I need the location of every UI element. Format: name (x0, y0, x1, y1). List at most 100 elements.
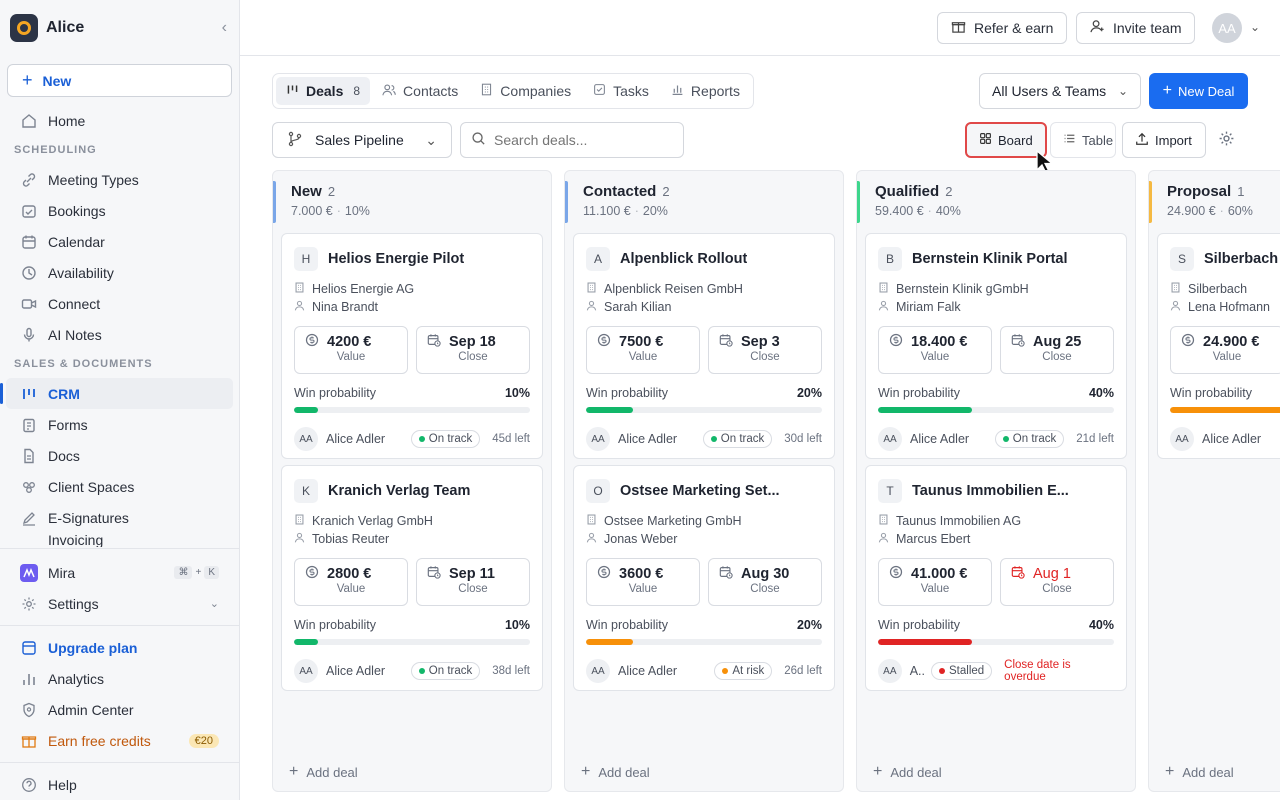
column-title: Qualified (875, 183, 940, 200)
tab-companies[interactable]: Companies (470, 77, 581, 105)
collapse-sidebar-icon[interactable]: ‹ (221, 19, 227, 36)
import-button[interactable]: Import (1122, 122, 1206, 158)
board-view-button[interactable]: Board (965, 122, 1047, 158)
sidebar-item-ai-notes[interactable]: AI Notes (6, 319, 233, 350)
add-deal-button[interactable]: + Add deal (873, 763, 942, 781)
avatar[interactable]: AA (1212, 13, 1242, 43)
deal-value: 18.400 € (911, 333, 968, 350)
chevron-down-icon[interactable]: ⌄ (1250, 20, 1261, 34)
deal-title[interactable]: Bernstein Klinik Portal (912, 251, 1068, 267)
sidebar-item-home[interactable]: Home (6, 105, 233, 136)
workspace-name: Alice (46, 19, 85, 36)
sidebar-item-meeting-types[interactable]: Meeting Types (6, 164, 233, 195)
sidebar-item-help[interactable]: Help (6, 769, 233, 800)
add-deal-button[interactable]: + Add deal (1165, 763, 1234, 781)
new-button[interactable]: + New (7, 64, 232, 97)
owner-avatar: AA (878, 659, 902, 683)
deal-title[interactable]: Helios Energie Pilot (328, 251, 465, 267)
column-amount: 11.100 € (583, 204, 631, 218)
board-settings-gear-icon[interactable] (1218, 130, 1235, 150)
tab-contacts[interactable]: Contacts (372, 77, 468, 105)
deal-value: 2800 € (327, 565, 372, 582)
sidebar-item-upgrade-plan[interactable]: Upgrade plan (6, 632, 233, 663)
credit-badge: €20 (188, 733, 219, 748)
win-probability-bar (1170, 407, 1280, 413)
pipeline-select[interactable]: Sales Pipeline ⌄ (272, 122, 452, 158)
video-icon (20, 295, 38, 313)
tab-label: Companies (500, 83, 572, 99)
tab-reports[interactable]: Reports (661, 77, 750, 105)
column-amount: 7.000 € (291, 204, 333, 218)
sidebar-item-forms[interactable]: Forms (6, 409, 233, 440)
sidebar-item-docs[interactable]: Docs (6, 440, 233, 471)
deal-close-row: Aug 1 (1011, 565, 1103, 582)
divider (0, 625, 239, 626)
sidebar-item-crm[interactable]: CRM (0, 378, 233, 409)
deal-card-footer: AA Alice Adler On track 30d left (586, 427, 822, 451)
deal-title[interactable]: Taunus Immobilien E... (912, 483, 1069, 499)
invite-team-button[interactable]: Invite team (1076, 12, 1196, 44)
tab-deals[interactable]: Deals 8 (276, 77, 371, 105)
table-view-button[interactable]: Table (1050, 122, 1116, 158)
deal-contact: Jonas Weber (586, 530, 822, 548)
column-count: 2 (327, 184, 336, 199)
building-icon (586, 514, 598, 528)
deal-company: Silberbach (1170, 280, 1280, 298)
win-probability-row: Win probability 10% (294, 618, 530, 632)
plus-icon: + (22, 70, 33, 90)
deal-card[interactable]: K Kranich Verlag Team Kranich Verlag Gmb… (281, 465, 543, 691)
deal-stats: 41.000 € Value Aug 1 Close (878, 558, 1114, 606)
board-label: Board (998, 132, 1033, 148)
sidebar-item-admin-center[interactable]: Admin Center (6, 694, 233, 725)
mira-shortcut: ⌘ + K (174, 566, 219, 579)
deal-close-date: Aug 25 (1033, 333, 1082, 350)
deal-title[interactable]: Silberbach (1204, 251, 1279, 267)
add-deal-button[interactable]: + Add deal (581, 763, 650, 781)
plus-icon: + (1162, 82, 1172, 99)
sidebar-item-bookings[interactable]: Bookings (6, 195, 233, 226)
deal-card-header: B Bernstein Klinik Portal (878, 247, 1114, 271)
users-teams-select[interactable]: All Users & Teams ⌄ (979, 73, 1141, 109)
column-count: 2 (662, 184, 670, 199)
bar-chart-icon (20, 670, 38, 688)
deal-card[interactable]: H Helios Energie Pilot Helios Energie AG… (281, 233, 543, 459)
deal-title[interactable]: Alpenblick Rollout (620, 251, 748, 267)
win-probability-row: Win probability 40% (878, 386, 1114, 400)
calendar-clock-icon (427, 565, 441, 582)
deal-card[interactable]: A Alpenblick Rollout Alpenblick Reisen G… (573, 233, 835, 459)
sidebar-item-client-spaces[interactable]: Client Spaces (6, 471, 233, 502)
sidebar-item-calendar[interactable]: Calendar (6, 226, 233, 257)
sidebar-item-e-signatures[interactable]: E-Signatures (6, 502, 233, 533)
sidebar-item-settings[interactable]: Settings ⌄ (6, 588, 233, 619)
sidebar-item-mira[interactable]: Mira ⌘ + K (6, 557, 233, 588)
status-dot-icon (418, 668, 425, 674)
coin-icon (1181, 333, 1195, 350)
workspace-header[interactable]: Alice ‹ (0, 0, 239, 56)
sidebar-item-availability[interactable]: Availability (6, 257, 233, 288)
search-input[interactable] (494, 132, 664, 148)
tab-tasks[interactable]: Tasks (583, 77, 659, 105)
sidebar-item-analytics[interactable]: Analytics (6, 663, 233, 694)
column-probability: 20% (642, 204, 668, 218)
contact-name: Nina Brandt (312, 300, 379, 314)
new-deal-button[interactable]: + New Deal (1149, 73, 1248, 109)
sidebar-item-earn-credits[interactable]: Earn free credits €20 (6, 725, 233, 756)
win-probability-bar (294, 639, 530, 645)
add-deal-button[interactable]: + Add deal (289, 763, 358, 781)
deal-card[interactable]: S Silberbach Silberbach Lena Hofmann 24.… (1157, 233, 1280, 459)
invite-team-label: Invite team (1113, 20, 1182, 36)
deal-card[interactable]: T Taunus Immobilien E... Taunus Immobili… (865, 465, 1127, 691)
column-summary: 11.100 € · 20% (583, 204, 843, 218)
company-name: Bernstein Klinik gGmbH (896, 282, 1029, 296)
sidebar-item-invoicing[interactable]: Invoicing (6, 533, 233, 547)
deal-title[interactable]: Ostsee Marketing Set... (620, 483, 780, 499)
contact-name: Sarah Kilian (604, 300, 672, 314)
owner-name: Alice Adler (326, 664, 386, 678)
deal-card[interactable]: B Bernstein Klinik Portal Bernstein Klin… (865, 233, 1127, 459)
sidebar-item-connect[interactable]: Connect (6, 288, 233, 319)
deal-value-label: Value (628, 351, 658, 363)
deal-title[interactable]: Kranich Verlag Team (328, 483, 471, 499)
refer-earn-button[interactable]: Refer & earn (937, 12, 1068, 44)
deal-card[interactable]: O Ostsee Marketing Set... Ostsee Marketi… (573, 465, 835, 691)
deal-close-box: Aug 30 Close (708, 558, 822, 606)
